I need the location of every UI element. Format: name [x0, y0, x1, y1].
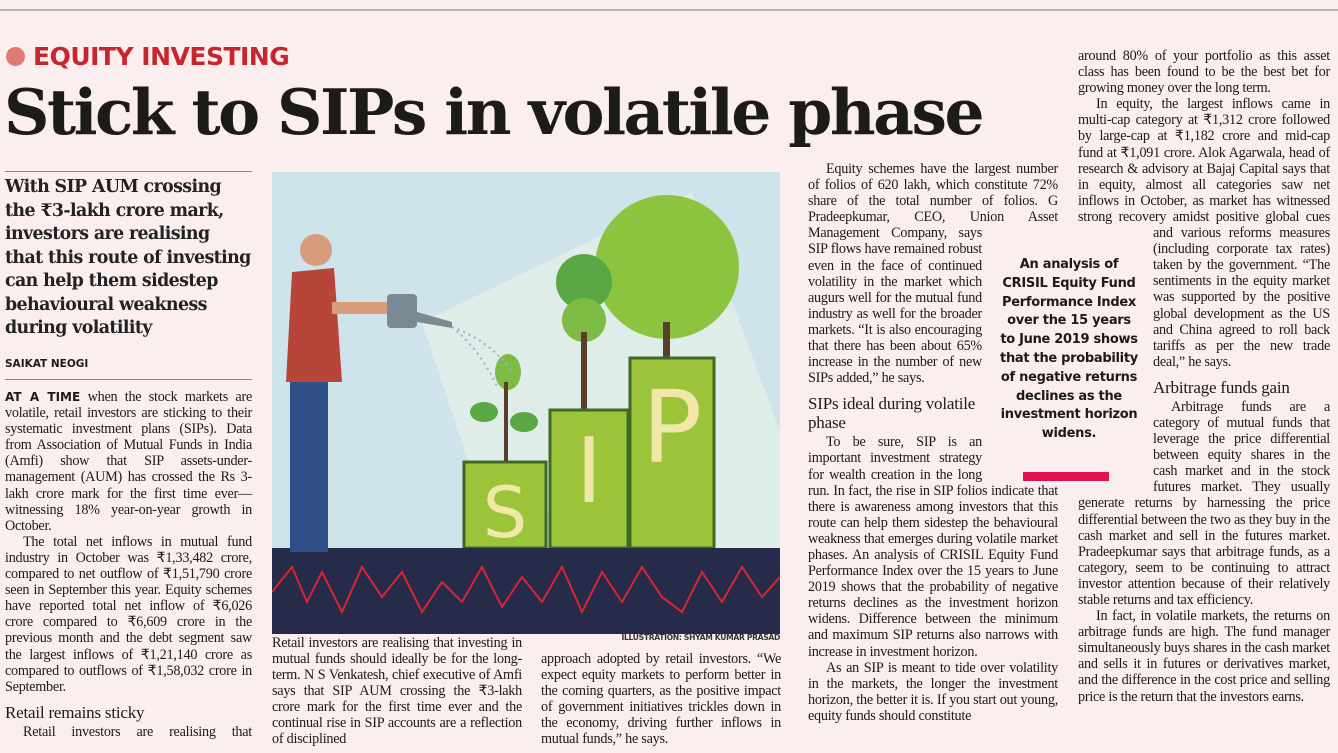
letter-i: I	[576, 419, 603, 524]
subheading: Arbitrage funds gain	[1153, 377, 1290, 397]
man-watering	[286, 234, 452, 552]
column-2: Retail investors are realising that inve…	[272, 635, 522, 748]
paragraph: In fact, in volatile markets, the return…	[1078, 608, 1330, 705]
market-line	[272, 564, 780, 615]
top-rule	[0, 9, 1338, 11]
bar-p	[628, 356, 716, 550]
subheading: Retail remains sticky	[5, 702, 145, 722]
sip-illustration: S I P	[272, 172, 780, 634]
letter-p: P	[642, 369, 702, 486]
illustration-credit: ILLUSTRATION: SHYAM KUMAR PRASAD	[621, 633, 780, 642]
section-kicker: EQUITY INVESTING	[6, 42, 290, 71]
paragraph: The total net inflows in mutual fund ind…	[5, 533, 252, 695]
kicker-text: EQUITY INVESTING	[33, 42, 290, 71]
paragraph: To be sure, SIP is an important investme…	[808, 434, 1058, 660]
lead-in: AT A TIME	[5, 390, 81, 404]
tree	[556, 254, 612, 310]
paragraph: AT A TIME when the stock markets are vol…	[5, 389, 252, 534]
paragraph: Retail investors are realising that inve…	[23, 723, 252, 740]
paragraph: around 80% of your portfolio as this ass…	[1078, 48, 1330, 97]
subheading: SIPs ideal during volatile phase	[808, 394, 976, 433]
big-tree	[595, 195, 739, 339]
column-1: AT A TIME when the stock markets are vol…	[5, 389, 252, 740]
column-4: Equity schemes have the largest number o…	[808, 161, 1058, 724]
paragraph: In equity, the largest inflows came in m…	[1078, 96, 1330, 370]
column-5: around 80% of your portfolio as this ass…	[1078, 48, 1330, 705]
letter-s: S	[483, 472, 527, 554]
paragraph-text: when the stock markets are volatile, ret…	[5, 389, 252, 534]
bar-i	[548, 408, 630, 550]
byline: SAIKAT NEOGI	[5, 358, 252, 380]
ground-band	[272, 548, 780, 634]
sprout-leaf	[495, 354, 521, 390]
bullet-dot-icon	[6, 47, 25, 66]
paragraph: Arbitrage funds are a category of mutual…	[1078, 398, 1330, 608]
paragraph: As an SIP is meant to tide over volatili…	[808, 659, 1058, 724]
paragraph: Equity schemes have the largest number o…	[808, 161, 1058, 387]
pull-quote: An analysis of CRISIL Equity Fund Perfor…	[1000, 257, 1138, 442]
paragraph: Retail investors are realising that inve…	[272, 634, 522, 748]
headline: Stick to SIPs in volatile phase	[4, 75, 985, 149]
deck: With SIP AUM crossing the ₹3-lakh crore …	[5, 171, 252, 341]
column-3: approach adopted by retail investors. “W…	[541, 651, 781, 748]
paragraph: approach adopted by retail investors. “W…	[541, 651, 781, 748]
pull-quote-bar	[1023, 472, 1109, 481]
